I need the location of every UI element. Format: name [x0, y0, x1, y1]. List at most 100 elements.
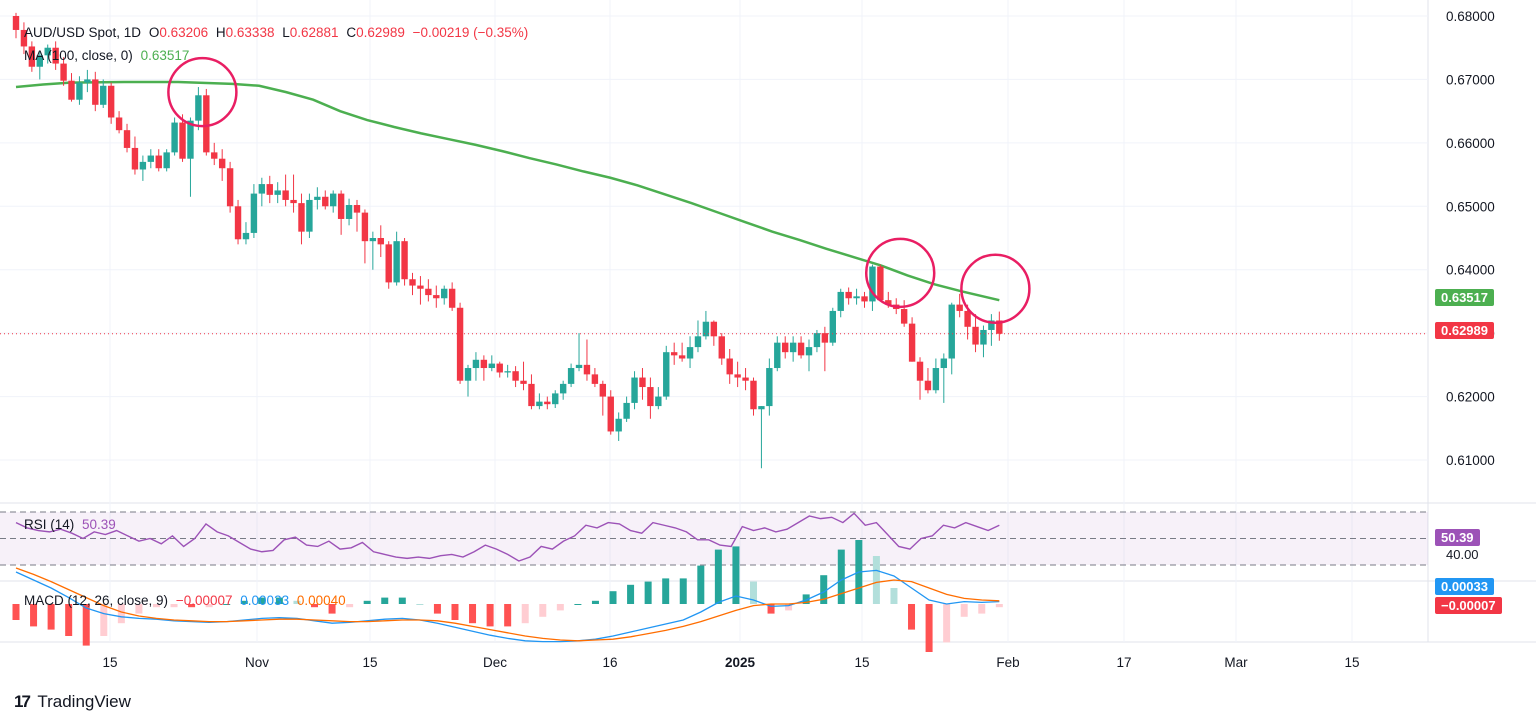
macd-hist-bar [767, 604, 775, 614]
candle-body [686, 347, 694, 359]
candle-body [337, 193, 345, 219]
candle [314, 187, 321, 210]
candle [956, 293, 963, 318]
candle-body [750, 380, 757, 410]
ma-legend-label[interactable]: MA (100, close, 0) [24, 48, 133, 63]
tradingview-brand[interactable]: 17 TradingView [14, 692, 131, 712]
time-tick-label: 16 [602, 655, 617, 670]
candle [282, 174, 289, 207]
macd-hist-bar [188, 604, 196, 608]
macd-hist-bar [644, 581, 652, 604]
low-value: 0.62881 [289, 25, 339, 40]
macd-hist-bar [697, 565, 705, 604]
time-tick-label: Dec [483, 655, 507, 670]
candle-body [829, 310, 836, 343]
macd-hist-bar [943, 604, 951, 643]
candle-body [330, 193, 337, 207]
macd-hist-bar [30, 604, 38, 627]
candle-body [258, 184, 266, 194]
candle [441, 285, 448, 305]
candle [258, 177, 266, 207]
candle [36, 50, 43, 80]
candle-body [115, 117, 123, 131]
candle [678, 342, 686, 362]
candle-body [353, 205, 361, 213]
candle [187, 117, 194, 197]
candle-body [28, 46, 36, 67]
price-axis[interactable]: 0.680000.670000.660000.650000.640000.630… [1446, 9, 1495, 468]
time-axis[interactable]: 15 Nov 15 Dec 16 2025 15 Feb 17 Mar 15 [102, 655, 1359, 670]
macd-hist-bar [486, 604, 494, 627]
candle [100, 79, 107, 108]
symbol-label[interactable]: AUD/USD Spot, 1D [24, 25, 142, 40]
candle-body [60, 63, 67, 81]
time-tick-label: Nov [245, 655, 269, 670]
time-tick-label: 15 [102, 655, 117, 670]
open-value: 0.63206 [159, 25, 209, 40]
candle-body [306, 199, 313, 232]
candle [861, 291, 868, 308]
macd-hist-bar [258, 597, 266, 604]
rsi-legend-label[interactable]: RSI (14) [24, 517, 75, 532]
candle [203, 88, 210, 156]
candle-body [742, 377, 749, 381]
candle-body [996, 320, 1003, 334]
grid-lines [0, 0, 1536, 643]
candle-body [322, 196, 329, 207]
macd-hist-bar [521, 604, 529, 624]
candle [131, 136, 139, 175]
candle-body [76, 82, 83, 100]
candle [12, 12, 20, 39]
price-tick-label: 0.65000 [1446, 199, 1495, 214]
macd-hist-bar [416, 604, 424, 605]
candle [797, 336, 805, 359]
candle-body [972, 326, 979, 345]
candle [361, 209, 369, 264]
candle [155, 149, 162, 172]
candle-body [100, 85, 107, 105]
high-value: 0.63338 [225, 25, 275, 40]
candle-body [520, 380, 527, 384]
macd-legend-label[interactable]: MACD (12, 26, close, 9) [24, 593, 169, 608]
macd-legend-signal: 0.00040 [296, 593, 346, 608]
candle-body [226, 168, 234, 207]
candle [115, 111, 123, 134]
candle-body [218, 158, 226, 169]
candle-body [369, 238, 377, 242]
candle-body [345, 205, 353, 219]
candle-body [766, 368, 773, 407]
candle-body [496, 363, 503, 373]
price-tick-label: 0.68000 [1446, 9, 1495, 24]
macd-hist-bar [908, 604, 916, 630]
macd-hist-bar [627, 584, 635, 604]
candle [369, 231, 377, 270]
candle-body [290, 199, 297, 204]
candle-body [869, 266, 876, 302]
candle [322, 190, 329, 210]
candle-body [480, 359, 488, 369]
candle [417, 276, 424, 305]
candle [512, 366, 519, 388]
ma-price-tag: 0.63517 [1435, 289, 1494, 306]
candle [425, 279, 432, 302]
candle-body [171, 122, 178, 153]
candle-body [805, 347, 813, 356]
candle-body [932, 368, 940, 391]
candle-body [797, 342, 805, 356]
candle [774, 336, 781, 372]
candle [591, 368, 599, 388]
candle [544, 396, 551, 410]
candle-body [250, 193, 258, 233]
macd-hist-bar [504, 604, 512, 627]
candle [996, 311, 1003, 341]
candle [980, 325, 987, 358]
tradingview-logo-icon: 17 [14, 692, 31, 711]
candle-body [544, 401, 551, 405]
highlight-circle [864, 237, 936, 309]
candle-body [813, 333, 821, 348]
highlight-circle [960, 253, 1031, 324]
brand-name: TradingView [37, 692, 131, 711]
candle-body [837, 291, 844, 311]
candle-body [425, 288, 432, 296]
candle [433, 285, 440, 308]
